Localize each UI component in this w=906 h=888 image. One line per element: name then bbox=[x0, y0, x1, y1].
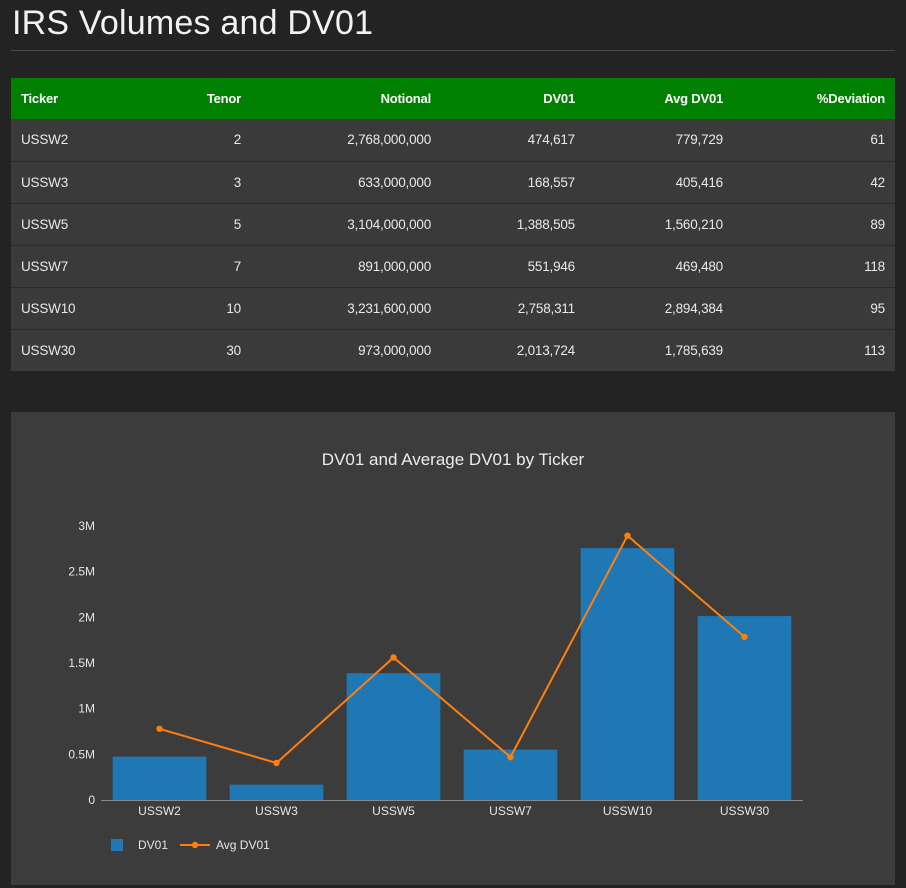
table-row: USSW3 3 633,000,000 168,557 405,416 42 bbox=[11, 161, 895, 203]
cell-avg-dv01: 1,560,210 bbox=[664, 216, 723, 232]
x-tick-label: USSW2 bbox=[138, 804, 181, 818]
cell-ticker: USSW10 bbox=[21, 300, 76, 316]
y-tick-label: 0.5M bbox=[68, 747, 95, 761]
y-tick-label: 1M bbox=[78, 702, 95, 716]
cell-tenor: 30 bbox=[226, 342, 241, 358]
chart-panel: DV01 and Average DV01 by Ticker 0 0.5M 1M 1… bbox=[11, 412, 895, 885]
dv01-bar bbox=[697, 616, 792, 800]
cell-dv01: 551,946 bbox=[527, 258, 576, 274]
cell-deviation: 42 bbox=[870, 174, 885, 190]
table-header-row: Ticker Tenor Notional DV01 Avg DV01 %Dev… bbox=[11, 78, 895, 119]
cell-ticker: USSW5 bbox=[21, 216, 69, 232]
avg-dv01-point bbox=[741, 633, 748, 641]
cell-notional: 3,231,600,000 bbox=[347, 300, 431, 316]
avg-dv01-point bbox=[390, 654, 397, 661]
avg-dv01-point bbox=[273, 759, 280, 767]
y-tick-label: 3M bbox=[78, 519, 95, 533]
cell-tenor: 10 bbox=[226, 300, 241, 316]
avg-dv01-point bbox=[156, 725, 163, 732]
table-row: USSW2 2 2,768,000,000 474,617 779,729 61 bbox=[11, 119, 895, 161]
page-title: IRS Volumes and DV01 bbox=[12, 4, 374, 42]
dv01-chart: DV01 and Average DV01 by Ticker 0 0.5M 1M 1… bbox=[68, 450, 803, 852]
x-tick-label: USSW3 bbox=[255, 804, 298, 818]
legend-marker-avg-dv01 bbox=[191, 841, 199, 849]
cell-deviation: 118 bbox=[864, 258, 885, 274]
x-tick-label: USSW10 bbox=[603, 804, 653, 818]
cell-notional: 891,000,000 bbox=[358, 258, 431, 274]
cell-notional: 3,104,000,000 bbox=[347, 216, 431, 232]
cell-avg-dv01: 1,785,639 bbox=[664, 342, 723, 358]
cell-ticker: USSW7 bbox=[21, 258, 69, 274]
cell-dv01: 474,617 bbox=[527, 132, 576, 148]
cell-deviation: 89 bbox=[870, 216, 885, 232]
avg-dv01-point bbox=[624, 532, 631, 539]
cell-dv01: 1,388,505 bbox=[516, 216, 575, 232]
dv01-bars bbox=[101, 548, 803, 801]
chart-legend: DV01 Avg DV01 bbox=[111, 838, 270, 852]
cell-avg-dv01: 779,729 bbox=[675, 132, 724, 148]
dv01-bar bbox=[229, 784, 324, 800]
column-header-dv01[interactable]: DV01 bbox=[543, 91, 575, 106]
title-divider bbox=[11, 50, 895, 51]
cell-notional: 633,000,000 bbox=[358, 174, 431, 190]
x-tick-label: USSW5 bbox=[372, 804, 415, 818]
legend-swatch-dv01 bbox=[111, 839, 123, 851]
table-row: USSW5 5 3,104,000,000 1,388,505 1,560,21… bbox=[11, 203, 895, 245]
dv01-bar bbox=[112, 756, 207, 800]
cell-notional: 973,000,000 bbox=[358, 342, 431, 358]
avg-dv01-point bbox=[507, 753, 514, 761]
x-tick-label: USSW7 bbox=[489, 804, 532, 818]
cell-avg-dv01: 2,894,384 bbox=[664, 300, 723, 316]
column-header-ticker[interactable]: Ticker bbox=[21, 91, 58, 106]
x-axis: USSW2 USSW3 USSW5 USSW7 USSW10 USSW30 bbox=[138, 804, 769, 818]
y-tick-label: 1.5M bbox=[68, 656, 95, 670]
cell-tenor: 5 bbox=[233, 216, 242, 232]
y-tick-label: 0 bbox=[88, 793, 95, 807]
cell-dv01: 168,557 bbox=[527, 174, 576, 190]
cell-tenor: 2 bbox=[233, 132, 242, 148]
dv01-bar bbox=[346, 673, 441, 800]
cell-ticker: USSW30 bbox=[21, 342, 76, 358]
cell-dv01: 2,013,724 bbox=[516, 342, 575, 358]
cell-avg-dv01: 469,480 bbox=[675, 258, 724, 274]
cell-ticker: USSW3 bbox=[21, 174, 69, 190]
column-header-tenor[interactable]: Tenor bbox=[206, 91, 241, 106]
dv01-bar bbox=[580, 548, 675, 800]
chart-title: DV01 and Average DV01 by Ticker bbox=[322, 450, 585, 469]
irs-volumes-table: Ticker Tenor Notional DV01 Avg DV01 %Dev… bbox=[11, 78, 895, 371]
y-tick-label: 2.5M bbox=[68, 565, 95, 579]
column-header-deviation[interactable]: %Deviation bbox=[816, 91, 885, 106]
irs-table-container: Ticker Tenor Notional DV01 Avg DV01 %Dev… bbox=[11, 78, 895, 371]
cell-notional: 2,768,000,000 bbox=[347, 132, 431, 148]
table-row: USSW7 7 891,000,000 551,946 469,480 118 bbox=[11, 245, 895, 287]
cell-dv01: 2,758,311 bbox=[517, 300, 575, 316]
x-tick-label: USSW30 bbox=[720, 804, 770, 818]
cell-tenor: 3 bbox=[233, 174, 242, 190]
y-axis: 0 0.5M 1M 1.5M 2M 2.5M 3M bbox=[68, 519, 95, 807]
cell-tenor: 7 bbox=[233, 258, 242, 274]
cell-deviation: 95 bbox=[870, 300, 885, 316]
cell-avg-dv01: 405,416 bbox=[675, 174, 724, 190]
cell-deviation: 113 bbox=[864, 342, 885, 358]
column-header-avg-dv01[interactable]: Avg DV01 bbox=[664, 91, 723, 106]
y-tick-label: 2M bbox=[78, 610, 95, 624]
cell-ticker: USSW2 bbox=[21, 132, 69, 148]
legend-label-avg-dv01: Avg DV01 bbox=[216, 838, 270, 852]
avg-dv01-line bbox=[156, 532, 748, 767]
legend-label-dv01: DV01 bbox=[138, 838, 168, 852]
avg-dv01-polyline bbox=[159, 534, 746, 765]
table-row: USSW10 10 3,231,600,000 2,758,311 2,894,… bbox=[11, 287, 895, 329]
table-row: USSW30 30 973,000,000 2,013,724 1,785,63… bbox=[11, 329, 895, 371]
column-header-notional[interactable]: Notional bbox=[380, 91, 432, 106]
cell-deviation: 61 bbox=[870, 132, 885, 148]
